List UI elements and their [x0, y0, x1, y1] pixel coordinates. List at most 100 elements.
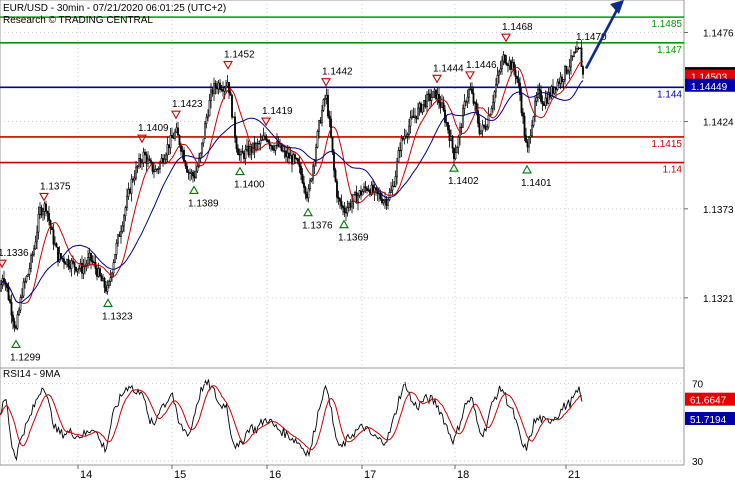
- candle-body: [364, 186, 367, 189]
- swing-annotations: 1.1336 1.1299 1.1375 1.1323 1.1409 1.1423 1.13…: [0, 22, 607, 363]
- candle-body: [270, 144, 272, 147]
- candle-body: [18, 309, 20, 315]
- candle-body: [307, 188, 310, 199]
- candle-body: [510, 60, 512, 70]
- candle-body: [339, 198, 341, 202]
- candle-body: [45, 203, 47, 212]
- candle-body: [514, 70, 517, 77]
- candle-body: [250, 146, 253, 153]
- candle-body: [57, 246, 59, 263]
- target-label: 1.1470: [576, 32, 607, 43]
- rsi-tag-label: 51.7194: [690, 415, 727, 426]
- candle-body: [256, 143, 259, 145]
- candle-body: [558, 81, 560, 84]
- candle-body: [271, 145, 274, 150]
- candle-body: [202, 138, 205, 144]
- candle-body: [105, 287, 107, 292]
- candle-body: [220, 89, 223, 91]
- candle-body: [127, 189, 130, 197]
- candle-body: [579, 47, 581, 49]
- target-arrow-head: [610, 0, 624, 14]
- swing-high-marker: [39, 192, 49, 202]
- candle-body: [27, 274, 29, 277]
- candle-body: [322, 99, 325, 111]
- candle-body: [447, 122, 449, 131]
- candle-body: [214, 83, 217, 89]
- candle-body: [493, 91, 496, 103]
- candle-body: [312, 165, 314, 180]
- candle-body: [19, 297, 22, 311]
- candle-body: [430, 97, 433, 101]
- candle-body: [132, 178, 134, 181]
- candle-body: [255, 143, 257, 151]
- rsi-tag-label: 61.6647: [690, 396, 727, 407]
- candle-body: [48, 213, 50, 221]
- candle-body: [37, 214, 40, 233]
- swing-high-marker: [465, 71, 475, 80]
- candle-body: [136, 165, 139, 168]
- swing-low-label: 1.1376: [302, 221, 333, 232]
- candle-body: [189, 172, 191, 174]
- swing-low-marker: [449, 163, 459, 172]
- candle-body: [196, 166, 199, 172]
- candle-body: [415, 115, 418, 119]
- candle-body: [439, 102, 442, 108]
- candle-body: [295, 158, 298, 160]
- candle-body: [486, 126, 488, 130]
- candle-body: [244, 149, 247, 159]
- candle-body: [381, 198, 383, 204]
- candle-body: [294, 154, 296, 159]
- candle-body: [22, 281, 25, 297]
- candle-body: [313, 160, 316, 167]
- candle-body: [561, 76, 563, 82]
- candle-body: [156, 169, 158, 171]
- candle-body: [16, 314, 19, 329]
- candle-body: [213, 83, 215, 94]
- candle-body: [31, 254, 34, 256]
- candle-body: [423, 100, 425, 106]
- candle-body: [354, 191, 356, 195]
- candle-body: [391, 185, 394, 191]
- candle-body: [414, 115, 416, 118]
- candle-body: [513, 62, 515, 71]
- candle-body: [460, 126, 463, 129]
- rsi-tag-bg: [685, 392, 735, 406]
- candle-body: [90, 252, 92, 262]
- candle-body: [118, 234, 121, 237]
- candle-body: [9, 299, 11, 303]
- candle-body: [441, 102, 443, 108]
- candle-body: [100, 275, 103, 282]
- candle-body: [544, 97, 547, 106]
- candle-body: [559, 76, 562, 84]
- swing-high-label: 1.1444: [433, 63, 464, 74]
- ma-slow-line: [0, 80, 584, 304]
- candle-body: [15, 326, 17, 329]
- candle-body: [450, 136, 452, 141]
- candle-body: [228, 82, 230, 93]
- candle-body: [492, 101, 494, 109]
- candle-body: [502, 54, 505, 62]
- candle-body: [288, 152, 290, 159]
- time-axis-label: 15: [174, 469, 186, 480]
- candle-body: [552, 86, 554, 94]
- candlesticks: [0, 40, 584, 332]
- candle-body: [580, 47, 583, 67]
- candle-body: [204, 123, 206, 140]
- candle-body: [148, 158, 151, 161]
- moving-averages: [0, 60, 584, 304]
- candle-body: [309, 180, 311, 190]
- candle-body: [142, 151, 145, 163]
- swing-high-marker: [261, 117, 271, 127]
- swing-low-marker: [11, 339, 21, 349]
- candle-body: [498, 71, 500, 76]
- candle-body: [546, 97, 548, 104]
- candle-body: [433, 89, 436, 92]
- candle-body: [378, 193, 380, 195]
- swing-high-marker: [137, 134, 147, 144]
- rsi-axis-label: 70: [692, 380, 704, 391]
- candle-body: [471, 88, 473, 94]
- candle-body: [67, 259, 70, 267]
- candle-body: [10, 301, 13, 316]
- candle-body: [387, 199, 389, 206]
- price-axis-label: 1.1373: [703, 205, 734, 216]
